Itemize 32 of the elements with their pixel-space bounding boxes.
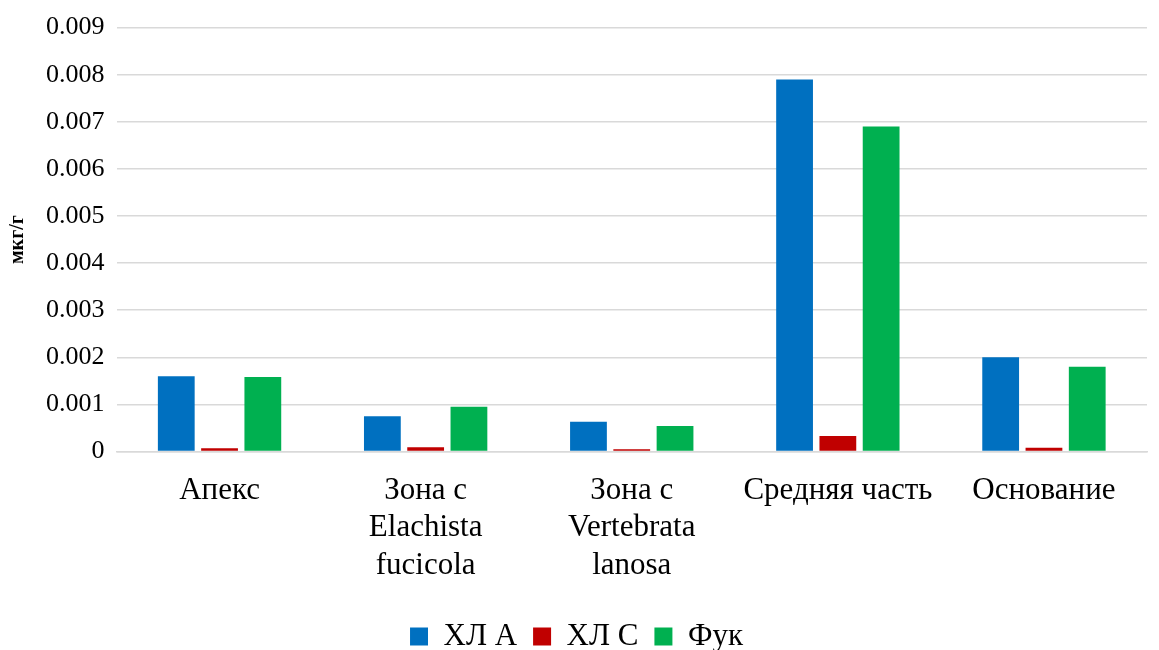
bar <box>776 79 813 451</box>
bar <box>982 357 1020 451</box>
x-tick-label: Зона с Elachista fucicola <box>368 470 483 582</box>
bar <box>819 436 857 451</box>
y-tick-label: 0.006 <box>46 152 105 182</box>
bar <box>1025 447 1063 451</box>
bar <box>201 448 238 451</box>
x-tick-label: Основание <box>972 470 1116 506</box>
x-tick-label: Апекс <box>179 470 260 506</box>
bar <box>450 406 488 451</box>
y-axis-title: мкг/г <box>5 215 28 265</box>
y-tick-label: 0.002 <box>46 341 105 371</box>
bar <box>157 376 195 451</box>
bar <box>570 421 607 451</box>
y-tick-label: 0 <box>91 435 105 465</box>
y-tick-label: 0.001 <box>46 388 105 418</box>
bar <box>244 377 282 451</box>
legend-label: ХЛ А <box>443 616 518 650</box>
bar <box>363 416 401 451</box>
bar <box>656 426 694 451</box>
y-tick-label: 0.004 <box>46 246 105 276</box>
bar <box>407 447 445 451</box>
y-tick-label: 0.003 <box>46 294 105 324</box>
y-tick-label: 0.007 <box>46 105 105 135</box>
x-tick-label: Средняя часть <box>743 470 933 506</box>
y-tick-label: 0.005 <box>46 199 105 229</box>
bar <box>1068 366 1106 451</box>
x-tick-label: Зона с Vertebrata lanosa <box>568 470 696 582</box>
y-tick-label: 0.009 <box>46 11 105 41</box>
legend-label: ХЛ С <box>566 616 639 650</box>
y-tick-label: 0.008 <box>46 58 105 88</box>
bar <box>862 126 900 451</box>
